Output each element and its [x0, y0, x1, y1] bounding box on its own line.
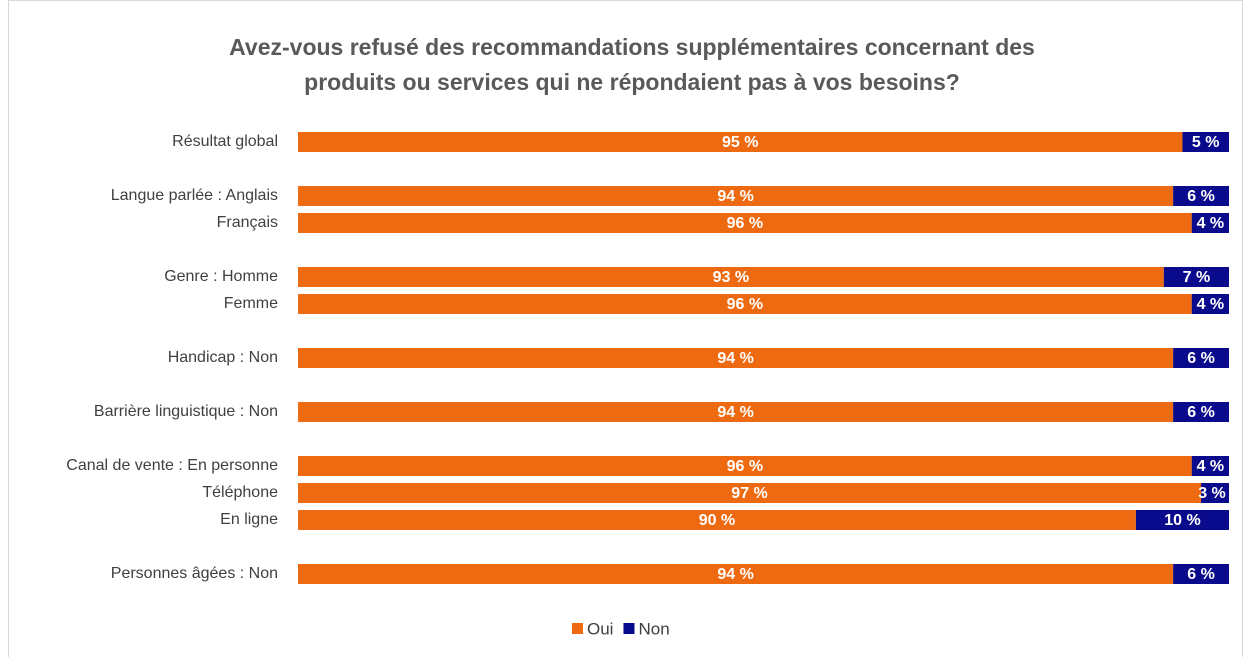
category-label: Français — [217, 214, 278, 231]
chart-title: Avez-vous refusé des recommandations sup… — [229, 34, 1035, 60]
value-label: 3 % — [1198, 485, 1226, 502]
bar-segment — [298, 564, 1174, 584]
value-label: 97 % — [731, 485, 767, 502]
value-label: 94 % — [717, 404, 753, 421]
bar-segment — [1173, 402, 1229, 422]
value-label: 6 % — [1187, 350, 1215, 367]
bar-segment — [1191, 213, 1229, 233]
bar-segment — [298, 348, 1174, 368]
value-label: 4 % — [1197, 458, 1225, 475]
bar-segment — [1191, 294, 1229, 314]
category-label: Canal de vente : En personne — [66, 457, 278, 474]
bar-segment — [298, 213, 1192, 233]
bar-segment — [298, 186, 1174, 206]
category-label: Langue parlée : Anglais — [111, 187, 278, 204]
legend-label: Oui — [587, 619, 613, 638]
bar-segment — [1173, 186, 1229, 206]
value-label: 93 % — [713, 269, 749, 286]
value-label: 96 % — [727, 296, 763, 313]
value-label: 94 % — [717, 566, 753, 583]
bar-segment — [1173, 564, 1229, 584]
category-label: Résultat global — [172, 133, 278, 150]
category-label: Barrière linguistique : Non — [94, 403, 278, 420]
legend-label: Non — [638, 619, 669, 638]
bar-segment — [298, 267, 1164, 287]
value-label: 6 % — [1187, 404, 1215, 421]
bar-segment — [298, 132, 1183, 152]
category-label: Personnes âgées : Non — [111, 565, 278, 582]
value-label: 94 % — [717, 350, 753, 367]
value-label: 6 % — [1187, 566, 1215, 583]
legend-swatch — [572, 623, 583, 634]
category-label: Handicap : Non — [168, 349, 278, 366]
value-label: 5 % — [1192, 134, 1220, 151]
bar-segment — [1182, 132, 1229, 152]
value-label: 6 % — [1187, 188, 1215, 205]
legend-swatch — [623, 623, 635, 634]
category-label: Femme — [224, 295, 278, 312]
bar-segment — [298, 456, 1192, 476]
frame — [8, 0, 1243, 657]
bar-segment — [298, 483, 1202, 503]
value-label: 4 % — [1197, 215, 1225, 232]
bar-segment — [298, 510, 1136, 530]
value-label: 7 % — [1183, 269, 1211, 286]
value-label: 10 % — [1164, 512, 1200, 529]
bar-segment — [1173, 348, 1229, 368]
category-label: Genre : Homme — [164, 268, 278, 285]
bar-segment — [1135, 510, 1229, 530]
value-label: 94 % — [717, 188, 753, 205]
value-label: 96 % — [727, 458, 763, 475]
bar-segment — [298, 294, 1192, 314]
value-label: 90 % — [699, 512, 735, 529]
bar-segment — [1163, 267, 1229, 287]
bar-segment — [1201, 483, 1229, 503]
bar-segment — [298, 402, 1174, 422]
value-label: 96 % — [727, 215, 763, 232]
bar-segment — [1191, 456, 1229, 476]
category-label: Téléphone — [202, 484, 278, 501]
chart-title: produits ou services qui ne répondaient … — [304, 69, 960, 95]
category-label: En ligne — [220, 511, 278, 528]
value-label: 4 % — [1197, 296, 1225, 313]
value-label: 95 % — [722, 134, 758, 151]
